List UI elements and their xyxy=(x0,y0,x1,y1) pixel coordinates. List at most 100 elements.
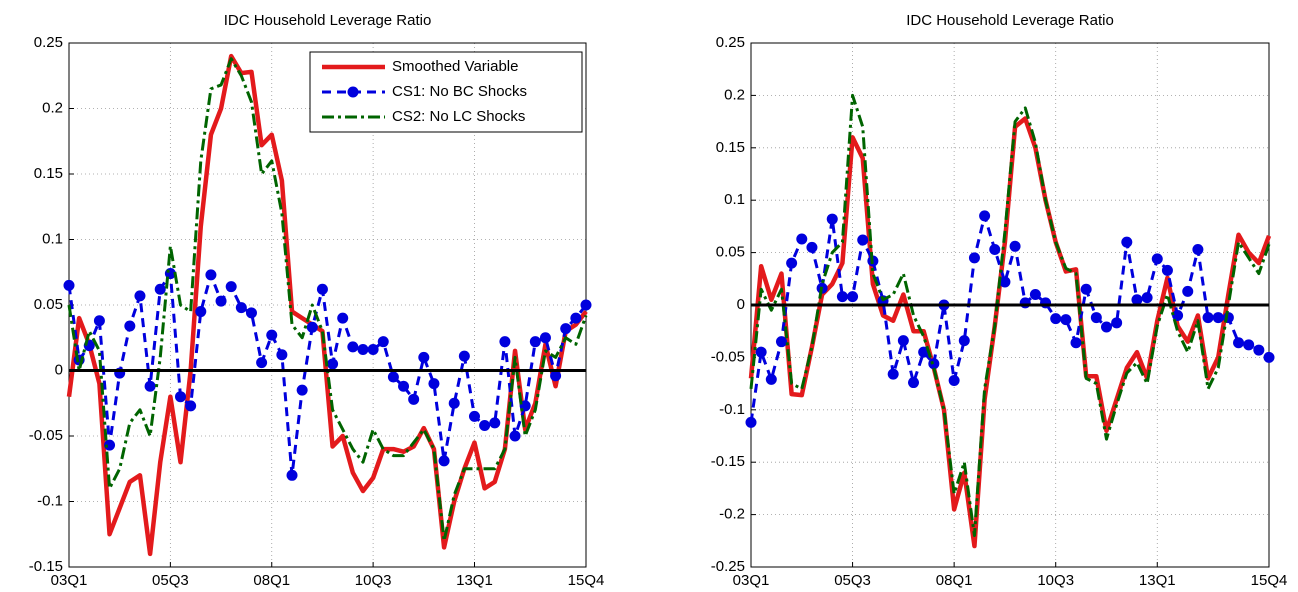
legend-label: Smoothed Variable xyxy=(392,58,518,75)
legend-marker xyxy=(347,86,359,98)
marker xyxy=(104,439,116,451)
marker xyxy=(205,269,217,281)
marker xyxy=(1029,289,1041,301)
x-tick-label: 08Q1 xyxy=(253,572,290,589)
marker xyxy=(327,358,339,370)
marker xyxy=(1121,236,1133,248)
marker xyxy=(468,410,480,422)
marker xyxy=(1253,344,1265,356)
chart: -0.15 -0.1 -0.05 0 0.05 0.1 0.15 0.2 0.25 03Q1 05Q… xyxy=(29,12,605,589)
marker xyxy=(958,335,970,347)
marker xyxy=(979,210,991,222)
y-tick-label: 0.15 xyxy=(34,165,63,182)
y-tick-label: -0.1 xyxy=(719,401,745,418)
marker xyxy=(887,368,899,380)
series-line xyxy=(749,214,1270,423)
marker xyxy=(1111,317,1123,329)
y-tick-label: -0.05 xyxy=(29,427,63,444)
y-tick-label: -0.1 xyxy=(37,492,63,509)
marker xyxy=(999,276,1011,288)
y-tick-label: 0.1 xyxy=(724,191,745,208)
marker xyxy=(1243,339,1255,351)
marker xyxy=(438,455,450,467)
marker xyxy=(1060,314,1072,326)
series-line xyxy=(67,272,588,477)
marker xyxy=(775,336,787,348)
marker xyxy=(154,283,166,295)
marker xyxy=(796,233,808,245)
x-tick-label: 15Q4 xyxy=(1251,572,1288,589)
x-tick-label: 10Q3 xyxy=(355,572,392,589)
y-tick-label: -0.15 xyxy=(711,453,745,470)
y-tick-label: 0.25 xyxy=(34,34,63,51)
marker xyxy=(1161,264,1173,276)
marker xyxy=(337,312,349,324)
marker xyxy=(897,335,909,347)
marker xyxy=(948,374,960,386)
chart-title: IDC Household Leverage Ratio xyxy=(224,12,432,29)
y-tick-label: 0.25 xyxy=(716,34,745,51)
marker xyxy=(1263,351,1275,363)
marker xyxy=(1233,337,1245,349)
marker xyxy=(1182,285,1194,297)
marker xyxy=(256,357,268,369)
marker xyxy=(367,344,379,356)
marker xyxy=(235,302,247,314)
marker xyxy=(1100,321,1112,333)
x-tick-label: 10Q3 xyxy=(1037,572,1074,589)
marker xyxy=(215,295,227,307)
marker xyxy=(1090,312,1102,324)
marker xyxy=(1151,253,1163,265)
y-tick-label: 0.05 xyxy=(716,244,745,261)
marker xyxy=(1019,297,1031,309)
series-line xyxy=(66,53,588,557)
chart-title: IDC Household Leverage Ratio xyxy=(906,12,1114,29)
marker xyxy=(398,380,410,392)
marker xyxy=(857,234,869,246)
series-line xyxy=(749,93,1271,538)
marker xyxy=(134,290,146,302)
marker xyxy=(1070,337,1082,349)
marker xyxy=(847,291,859,303)
y-tick-label: -0.2 xyxy=(719,506,745,523)
marker xyxy=(387,371,399,383)
y-tick-label: 0.2 xyxy=(724,86,745,103)
marker xyxy=(266,329,278,341)
legend-label: CS1: No BC Shocks xyxy=(392,83,527,100)
marker xyxy=(175,391,187,403)
marker xyxy=(570,312,582,324)
x-tick-label: 15Q4 xyxy=(568,572,605,589)
marker xyxy=(1009,240,1021,252)
x-tick-label: 03Q1 xyxy=(51,572,88,589)
marker xyxy=(296,384,308,396)
marker xyxy=(316,283,328,295)
marker xyxy=(276,349,288,361)
marker xyxy=(989,243,1001,255)
marker xyxy=(765,373,777,385)
marker xyxy=(550,370,562,382)
x-tick-label: 03Q1 xyxy=(733,572,770,589)
y-tick-label: 0.15 xyxy=(716,139,745,156)
y-tick-label: 0.05 xyxy=(34,296,63,313)
marker xyxy=(479,420,491,432)
marker xyxy=(755,346,767,358)
chart: -0.25 -0.2 -0.15 -0.1 -0.05 0 0.05 0.1 0.15 0.2 0.… xyxy=(711,12,1288,589)
marker xyxy=(448,397,460,409)
marker xyxy=(499,336,511,348)
y-tick-label: 0.2 xyxy=(42,99,63,116)
marker xyxy=(63,279,75,291)
legend-label: CS2: No LC Shocks xyxy=(392,108,525,125)
marker xyxy=(786,257,798,269)
marker xyxy=(529,336,541,348)
marker xyxy=(489,417,501,429)
x-tick-label: 08Q1 xyxy=(936,572,973,589)
marker xyxy=(185,400,197,412)
marker xyxy=(1202,312,1214,324)
marker xyxy=(539,332,551,344)
marker xyxy=(458,350,470,362)
y-tick-label: 0 xyxy=(737,296,745,313)
x-tick-label: 13Q1 xyxy=(456,572,493,589)
y-tick-label: -0.25 xyxy=(711,558,745,575)
marker xyxy=(968,252,980,264)
